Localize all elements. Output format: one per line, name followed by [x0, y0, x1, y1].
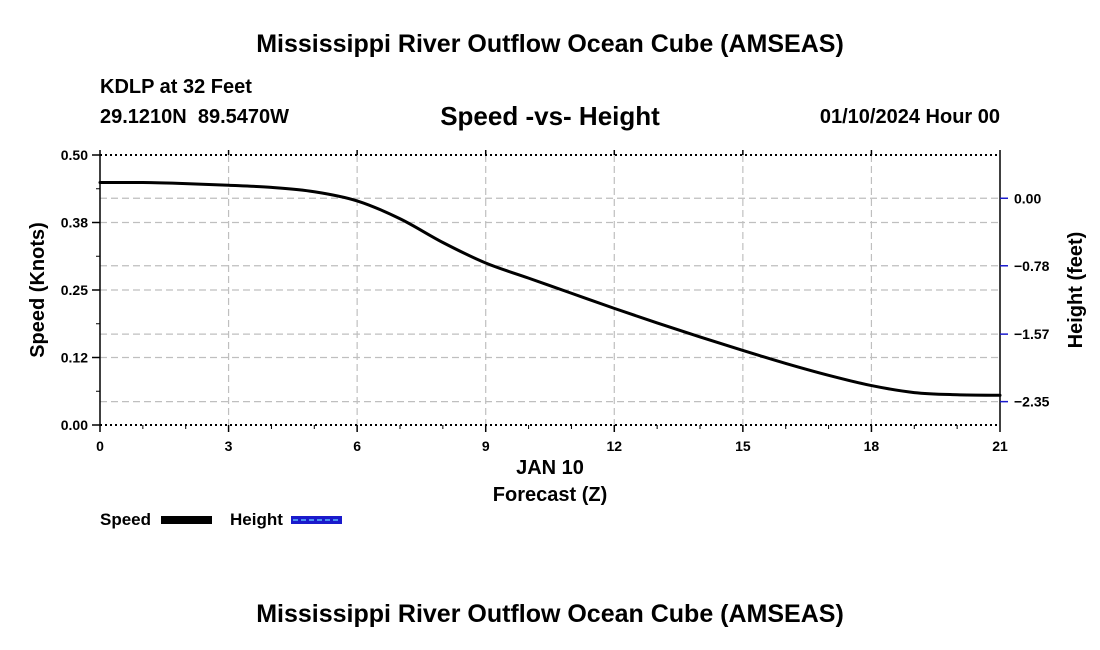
legend: Speed Height [100, 510, 342, 529]
x-tick-label: 12 [606, 438, 622, 454]
x-tick-label: 6 [353, 438, 361, 454]
x-tick-label: 9 [482, 438, 490, 454]
x-tick-label: 15 [735, 438, 751, 454]
y-tick-label: 0.50 [61, 147, 88, 163]
axis-ticks [92, 150, 1008, 432]
y-tick-label: 0.00 [61, 417, 88, 433]
x-tick-label: 18 [864, 438, 880, 454]
forecast-date-label: 01/10/2024 Hour 00 [819, 106, 1000, 128]
y-tick-label: 0.12 [61, 350, 88, 366]
axis-labels: JAN 10 Forecast (Z) Speed (Knots) Height… [27, 147, 1087, 506]
x-tick-label: 0 [96, 438, 104, 454]
speed-height-chart: JAN 10 Forecast (Z) Speed (Knots) Height… [27, 147, 1087, 529]
x-axis-date: JAN 10 [516, 457, 584, 479]
y-tick-label: 0.25 [61, 282, 88, 298]
y2-tick-label: −2.35 [1014, 394, 1050, 410]
y2-tick-label: 0.00 [1014, 190, 1041, 206]
y2-axis-title: Height (feet) [1065, 232, 1087, 349]
y-axis-title: Speed (Knots) [27, 222, 49, 358]
legend-speed-label: Speed [100, 510, 151, 529]
station-label: KDLP at 32 Feet [100, 76, 252, 98]
footer-title: Mississippi River Outflow Ocean Cube (AM… [256, 600, 844, 628]
legend-height-swatch [291, 516, 342, 524]
x-tick-label: 21 [992, 438, 1008, 454]
y2-tick-label: −1.57 [1014, 326, 1050, 342]
chart-title: Mississippi River Outflow Ocean Cube (AM… [256, 30, 844, 58]
legend-speed-swatch [161, 516, 212, 524]
legend-height-label: Height [230, 510, 283, 529]
plot-frame [99, 154, 1001, 426]
chart-subtitle: Speed -vs- Height [440, 101, 660, 131]
x-tick-label: 3 [225, 438, 233, 454]
y2-tick-label: −0.78 [1014, 258, 1050, 274]
x-axis-title: Forecast (Z) [493, 484, 607, 506]
grid-lines [100, 155, 1000, 425]
series-lines [98, 180, 1002, 397]
series-line-speed [98, 180, 1002, 397]
y-tick-label: 0.38 [61, 215, 88, 231]
coordinates-label: 29.1210N 89.5470W [100, 106, 290, 128]
